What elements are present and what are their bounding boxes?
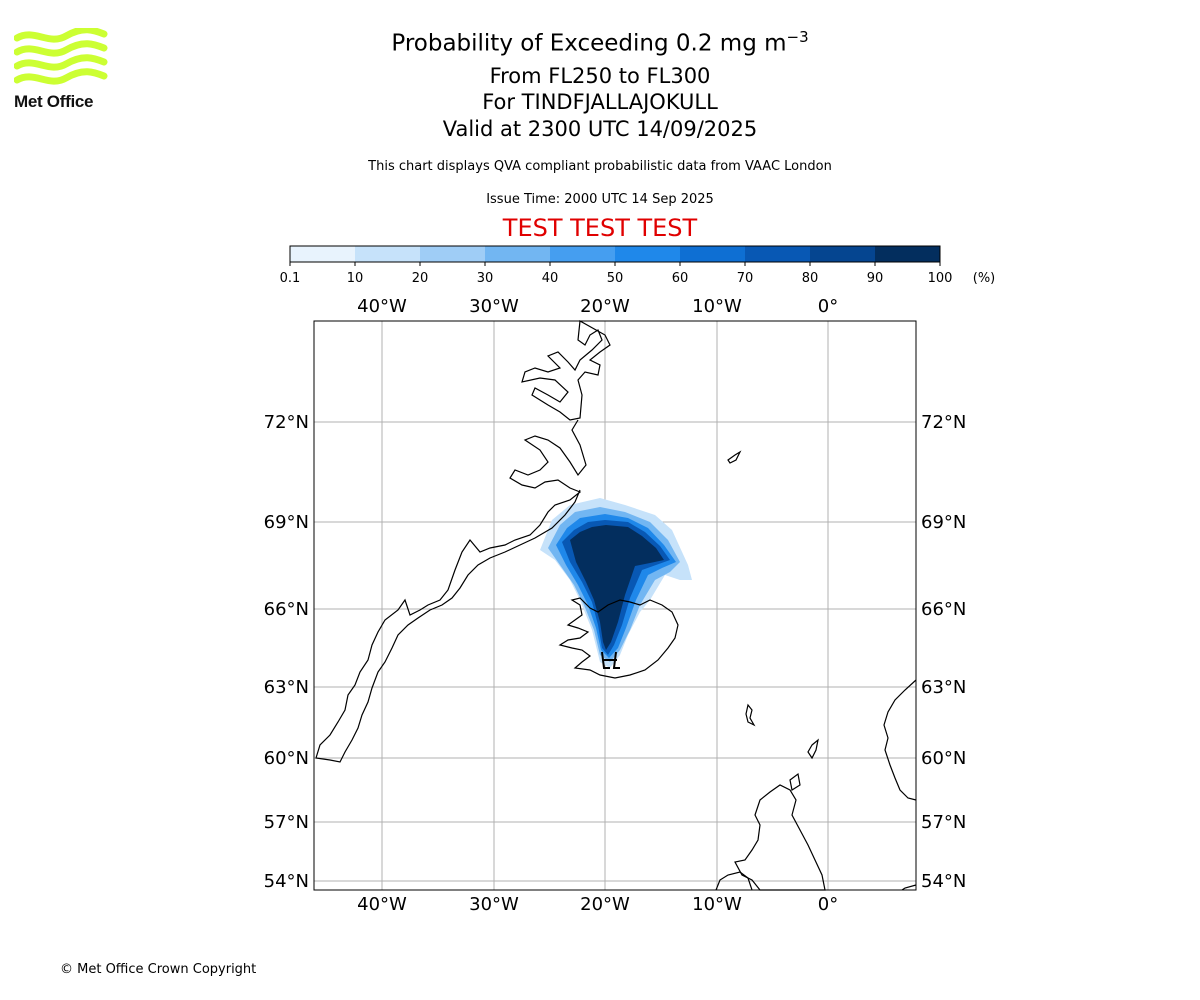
lat-label-right: 54°N xyxy=(921,871,966,892)
coastline-norway xyxy=(883,679,917,801)
coastline-shetland xyxy=(807,738,819,760)
lat-label-left: 57°N xyxy=(264,812,309,833)
lat-label-right: 69°N xyxy=(921,512,966,533)
colorbar-cell xyxy=(420,246,486,262)
issue-time: Issue Time: 2000 UTC 14 Sep 2025 xyxy=(486,192,714,207)
logo-text: Met Office xyxy=(14,92,94,111)
colorbar-cell xyxy=(485,246,551,262)
chart-title: Probability of Exceeding 0.2 mg m−3 xyxy=(0,28,1200,57)
lon-label-top: 20°W xyxy=(580,296,630,317)
title-volcano: For TINDFJALLAJOKULL xyxy=(482,90,718,114)
map-frame xyxy=(313,320,917,891)
lon-label-top: 40°W xyxy=(357,296,407,317)
colorbar-tick-label: 0.1 xyxy=(280,271,301,286)
coastline-iceland xyxy=(558,597,679,679)
coastline-orkney xyxy=(789,772,801,791)
met-office-logo-icon xyxy=(14,28,108,85)
lon-label-bottom: 0° xyxy=(818,894,838,915)
lon-label-top: 0° xyxy=(818,296,838,317)
colorbar-cell xyxy=(680,246,746,262)
colorbar-cell xyxy=(745,246,811,262)
colorbar-tick-label: 50 xyxy=(607,271,624,286)
colorbar-tick-label: 100 xyxy=(928,271,953,286)
lon-label-bottom: 20°W xyxy=(580,894,630,915)
lon-label-bottom: 10°W xyxy=(692,894,742,915)
coastline-greenland-southeast xyxy=(315,419,587,763)
colorbar-cell xyxy=(550,246,616,262)
lon-label-top: 30°W xyxy=(469,296,519,317)
lat-label-right: 63°N xyxy=(921,677,966,698)
title-main-text: Probability of Exceeding 0.2 mg m xyxy=(391,30,787,57)
lon-label-bottom: 40°W xyxy=(357,894,407,915)
lat-label-left: 72°N xyxy=(264,412,309,433)
colorbar-tick-label: 10 xyxy=(347,271,364,286)
lat-label-left: 69°N xyxy=(264,512,309,533)
coastline-jan-mayen xyxy=(727,450,742,464)
colorbar-tick-label: 40 xyxy=(542,271,559,286)
lat-label-right: 66°N xyxy=(921,599,966,620)
coastline-great-britain xyxy=(734,784,826,891)
lat-label-right: 72°N xyxy=(921,412,966,433)
colorbar-tick-label: 90 xyxy=(867,271,884,286)
colorbar-cell xyxy=(290,246,356,262)
colorbar-unit: (%) xyxy=(973,271,996,286)
colorbar-cell xyxy=(875,246,941,262)
lat-label-left: 60°N xyxy=(264,748,309,769)
lat-label-left: 54°N xyxy=(264,871,309,892)
copyright-footer: © Met Office Crown Copyright xyxy=(60,962,257,977)
colorbar-cell xyxy=(355,246,421,262)
volcano-marker-icon xyxy=(601,651,620,669)
colorbar-cell xyxy=(615,246,681,262)
title-flight-levels: From FL250 to FL300 xyxy=(489,64,711,88)
lat-label-right: 57°N xyxy=(921,812,966,833)
colorbar: 0.1 10 20 30 40 50 60 70 80 90 100 (%) xyxy=(280,245,996,286)
colorbar-cell xyxy=(810,246,876,262)
lon-label-bottom: 30°W xyxy=(469,894,519,915)
test-banner: TEST TEST TEST xyxy=(502,214,698,242)
colorbar-tick-label: 20 xyxy=(412,271,429,286)
coastline-greenland-east xyxy=(521,320,611,421)
colorbar-tick-label: 60 xyxy=(672,271,689,286)
title-valid-time: Valid at 2300 UTC 14/09/2025 xyxy=(442,117,758,141)
coastline-faroe-islands xyxy=(745,703,756,727)
plume-contour-90 xyxy=(570,525,664,650)
description-text: This chart displays QVA compliant probab… xyxy=(368,159,832,174)
colorbar-tick-label: 70 xyxy=(737,271,754,286)
lat-label-left: 66°N xyxy=(264,599,309,620)
coastline-denmark xyxy=(901,884,917,891)
title-superscript: −3 xyxy=(786,28,809,46)
colorbar-tick-label: 80 xyxy=(802,271,819,286)
lon-label-top: 10°W xyxy=(692,296,742,317)
colorbar-tick-label: 30 xyxy=(477,271,494,286)
lat-label-left: 63°N xyxy=(264,677,309,698)
coastline-ireland xyxy=(715,871,753,891)
lat-label-right: 60°N xyxy=(921,748,966,769)
